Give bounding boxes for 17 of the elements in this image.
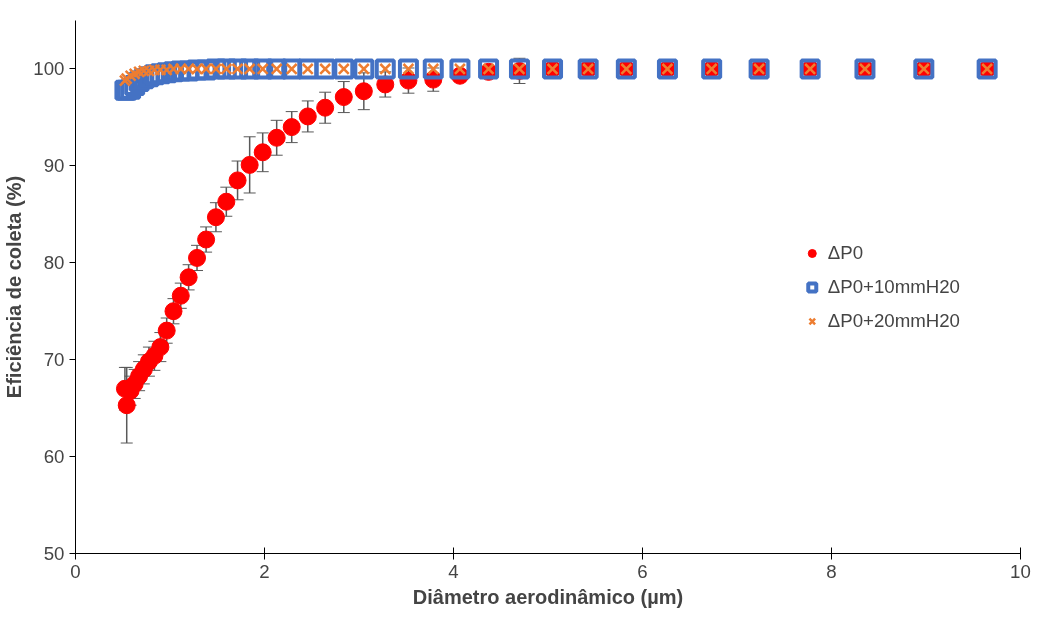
x-tick-label: 6 xyxy=(637,560,648,582)
x-tick-label: 0 xyxy=(70,560,81,582)
legend-label: ΔP0 xyxy=(827,241,864,264)
legend-label: ΔP0+20mmH20 xyxy=(827,309,960,332)
x-tick-label: 2 xyxy=(259,560,270,582)
x-tick-label: 8 xyxy=(826,560,837,582)
y-tick-label: 90 xyxy=(43,155,65,177)
x-tick-label: 4 xyxy=(448,560,459,582)
x-tick-label: 10 xyxy=(1010,560,1031,582)
y-axis-title: Eficiência de coleta (%) xyxy=(3,175,26,399)
y-tick-label: 80 xyxy=(43,252,65,274)
legend-label: ΔP0+10mmH20 xyxy=(827,275,960,298)
y-tick-label: 100 xyxy=(33,58,65,80)
y-tick-label: 70 xyxy=(43,349,65,371)
y-tick-label: 50 xyxy=(43,543,65,564)
x-axis-title: Diâmetro aerodinâmico (µm) xyxy=(412,585,684,608)
y-tick-label: 60 xyxy=(43,446,65,468)
